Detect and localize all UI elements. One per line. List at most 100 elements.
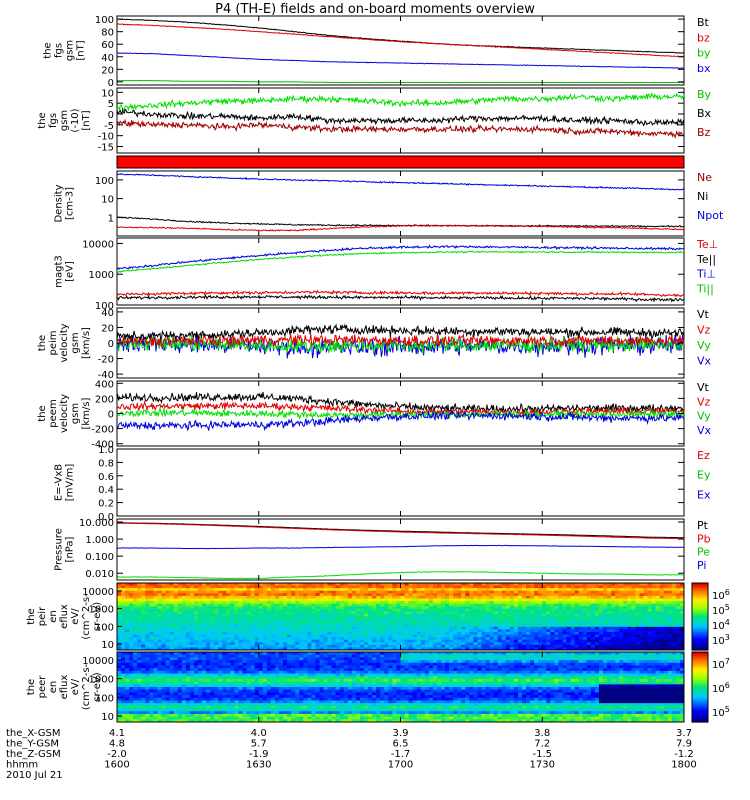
y-tick-label: 10 <box>101 195 114 206</box>
y-axis-label: gsm <box>59 110 70 131</box>
y-axis-label: (cm^2-s- <box>81 663 92 710</box>
y-axis-label: eflux <box>59 675 70 700</box>
y-axis-label: peem <box>48 399 59 427</box>
y-axis-label: the <box>37 112 48 128</box>
legend-entry: Vx <box>697 355 712 368</box>
legend-entry: Ni <box>697 190 708 203</box>
colorbar-frame <box>691 582 709 651</box>
x-axis-row-value: 5.7 <box>251 739 267 750</box>
y-tick-label: 20 <box>101 65 114 76</box>
y-tick-label: 10000 <box>82 587 114 598</box>
y-axis-label: fgs <box>54 43 65 58</box>
y-tick-label: 0.8 <box>98 458 114 469</box>
y-axis-label: en <box>48 610 59 623</box>
panel-11 <box>116 651 709 723</box>
panel-9 <box>116 518 685 581</box>
series-line-3 <box>116 406 685 421</box>
series-line-1 <box>116 244 684 270</box>
legend-entry: Ti|| <box>696 282 714 295</box>
colorbar-tick-label: 105 <box>712 603 730 617</box>
y-tick-label: 1.0 <box>98 445 114 456</box>
y-axis-label: velocity <box>59 394 70 433</box>
y-tick-label: 0.4 <box>98 485 114 496</box>
y-axis-label: eV/ <box>70 608 81 625</box>
x-axis-row-value: 3.7 <box>676 728 692 739</box>
series-line-1 <box>116 92 685 112</box>
y-tick-label: -200 <box>91 425 114 436</box>
panel-7 <box>116 380 685 447</box>
series-line-2 <box>117 522 684 540</box>
panel-frame <box>116 518 685 581</box>
x-axis-row-value: -2.0 <box>107 749 127 760</box>
y-axis-label: the <box>43 42 54 58</box>
colorbar-frame <box>691 651 709 723</box>
y-axis-label: [mV/m] <box>65 464 76 502</box>
panel-4 <box>116 170 685 237</box>
y-tick-label: 0.6 <box>98 472 114 483</box>
y-tick-label: -15 <box>98 143 114 154</box>
legend-entry: bx <box>697 62 711 75</box>
series-line-4 <box>116 293 685 303</box>
series-line-3 <box>116 224 685 232</box>
series-line-3 <box>116 118 685 139</box>
series-line-3 <box>117 52 685 69</box>
y-axis-label: (cm^2-s- <box>81 593 92 640</box>
y-tick-label: 100 <box>95 176 114 187</box>
y-axis-label: E=-VxB <box>54 464 65 501</box>
legend-entry: Pt <box>697 519 709 532</box>
y-tick-label: 10000 <box>82 239 114 250</box>
legend-entry: Ex <box>697 488 711 501</box>
series-line-3 <box>116 544 685 550</box>
y-axis-label: peir <box>37 606 48 626</box>
y-tick-label: 400 <box>95 379 114 390</box>
spectrogram <box>117 652 685 723</box>
y-axis-label: [nPa] <box>65 536 76 562</box>
x-axis-row-value: 1600 <box>104 760 129 771</box>
x-axis-row-value: 7.9 <box>676 739 692 750</box>
legend-entry: Pb <box>697 532 711 545</box>
x-axis-row-value: 1800 <box>671 760 696 771</box>
y-axis-label: gsm <box>70 403 81 424</box>
legend-entry: by <box>697 47 711 60</box>
y-axis-label: gsm <box>65 40 76 61</box>
legend-entry: Ti⊥ <box>696 268 716 281</box>
date-label: 2010 Jul 21 <box>6 770 63 781</box>
series-line-2 <box>116 333 685 355</box>
figure-title: P4 (TH-E) fields and on-board moments ov… <box>215 2 535 17</box>
colorbar <box>691 582 709 651</box>
x-axis-row-value: 1630 <box>246 760 271 771</box>
legend-entry: Ez <box>697 449 710 462</box>
x-axis-row-value: -1.2 <box>674 749 694 760</box>
legend-entry: Vz <box>697 324 711 337</box>
legend-entry: Vz <box>697 395 711 408</box>
spectrogram <box>117 583 685 651</box>
series-line-4 <box>116 409 685 432</box>
y-axis-label: magt3 <box>54 255 65 288</box>
legend-entry: Vx <box>697 424 712 437</box>
x-axis-row-name: hhmm <box>6 760 38 771</box>
series-line-4 <box>116 571 685 580</box>
y-tick-label: 100 <box>95 622 114 633</box>
x-axis-row-value: 1730 <box>530 760 555 771</box>
y-axis-label: eV/ <box>70 678 81 695</box>
legend-entry: Vt <box>697 381 710 394</box>
y-tick-label: 0.100 <box>85 552 114 563</box>
y-tick-label: 1000 <box>89 605 114 616</box>
y-axis-label: the <box>37 405 48 421</box>
legend-entry: Vt <box>697 308 710 321</box>
y-tick-label: 80 <box>101 28 114 39</box>
y-axis-label: [km/s] <box>81 327 92 359</box>
y-axis-label: sr-eV) <box>92 602 103 631</box>
series-line-1 <box>116 392 685 416</box>
y-tick-label: 0.0 <box>98 512 114 523</box>
y-axis-label: [nT] <box>81 110 92 130</box>
y-axis-label: sr-eV) <box>92 672 103 701</box>
x-axis-row-value: 7.2 <box>534 739 550 750</box>
colorbar-tick-label: 106 <box>712 588 730 602</box>
panel-8 <box>116 448 685 517</box>
y-tick-label: 0 <box>108 110 114 121</box>
y-axis-label: fgs <box>48 113 59 128</box>
series-line-2 <box>116 250 685 274</box>
legend-entry: Vy <box>697 410 711 423</box>
x-axis-row-value: -1.7 <box>391 749 411 760</box>
